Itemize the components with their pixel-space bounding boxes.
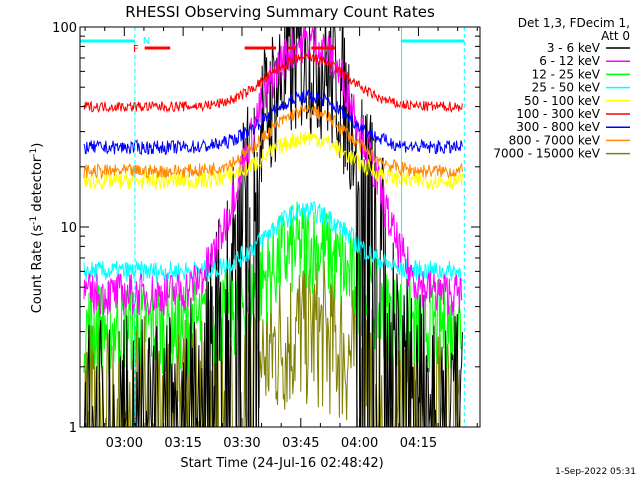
series-line-4: [83, 131, 463, 191]
x-axis-label: Start Time (24-Jul-16 02:48:42): [180, 456, 383, 471]
y-axis-label: Count Rate (s-1 detector-1): [29, 143, 45, 314]
legend-entry-label: 300 - 800 keV: [516, 120, 600, 134]
series-line-7: [83, 104, 463, 180]
y-axis-label-exponent: -1: [29, 216, 39, 225]
x-tick-label: 03:30: [223, 436, 260, 451]
flag-label-N: N: [143, 36, 150, 47]
plot-data-layer: [83, 27, 463, 427]
y-axis-label-exponent-2: -1: [29, 148, 39, 157]
y-axis-label-main: Count Rate (s: [30, 225, 45, 314]
legend-entry-label: 25 - 50 keV: [532, 81, 601, 95]
y-axis-label-tail: detector: [30, 156, 45, 216]
y-tick-label: 1: [69, 421, 77, 436]
footer-date: 1-Sep-2022 05:31: [555, 467, 636, 477]
legend-entry-label: 100 - 300 keV: [516, 107, 600, 121]
y-tick-label: 100: [52, 21, 77, 36]
y-tick-label: 10: [60, 221, 77, 236]
legend-entry-label: 7000 - 15000 keV: [493, 147, 600, 161]
legend-entry-label: 50 - 100 keV: [524, 94, 601, 108]
x-tick-label: 04:15: [400, 436, 437, 451]
legend-header-line-1: Det 1,3, FDecim 1,: [518, 16, 630, 30]
legend-entry-label: 12 - 25 keV: [532, 67, 601, 81]
legend-entry-label: 6 - 12 keV: [539, 54, 601, 68]
x-tick-label: 03:45: [282, 436, 319, 451]
flags-layer: FN: [80, 27, 465, 427]
series-line-2: [83, 201, 463, 374]
chart-title: RHESSI Observing Summary Count Rates: [125, 3, 435, 21]
legend-entry-label: 800 - 7000 keV: [509, 133, 601, 147]
legend-entry-label: 3 - 6 keV: [547, 41, 601, 55]
x-tick-label: 03:15: [164, 436, 201, 451]
series-line-0: [83, 27, 463, 427]
series-line-6: [83, 89, 463, 156]
x-tick-label: 04:00: [341, 436, 378, 451]
legend-header-line-2: Att 0: [601, 29, 630, 43]
series-line-5: [83, 52, 463, 114]
x-tick-label: 03:00: [106, 436, 143, 451]
y-axis-label-close: ): [30, 143, 45, 148]
flag-label-F: F: [133, 44, 139, 55]
axes-layer: 03:00 03:15 03:30 03:45 04:00 04:15 1 10 100: [52, 21, 481, 451]
series-line-1: [83, 27, 463, 317]
series-line-3: [83, 201, 463, 283]
